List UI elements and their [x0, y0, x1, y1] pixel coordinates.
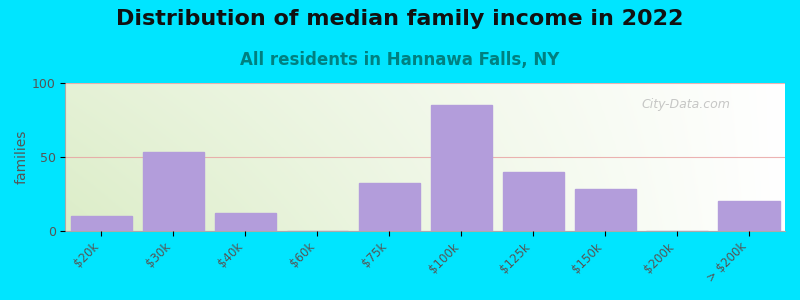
Bar [430, 105, 492, 231]
Bar [70, 216, 132, 231]
Bar [574, 189, 636, 231]
Bar [502, 172, 564, 231]
Bar [214, 213, 276, 231]
Text: Distribution of median family income in 2022: Distribution of median family income in … [116, 9, 684, 29]
Text: City-Data.com: City-Data.com [641, 98, 730, 111]
Text: All residents in Hannawa Falls, NY: All residents in Hannawa Falls, NY [240, 51, 560, 69]
Bar [142, 152, 204, 231]
Bar [358, 183, 420, 231]
Bar [718, 201, 780, 231]
Y-axis label: families: families [15, 130, 29, 184]
